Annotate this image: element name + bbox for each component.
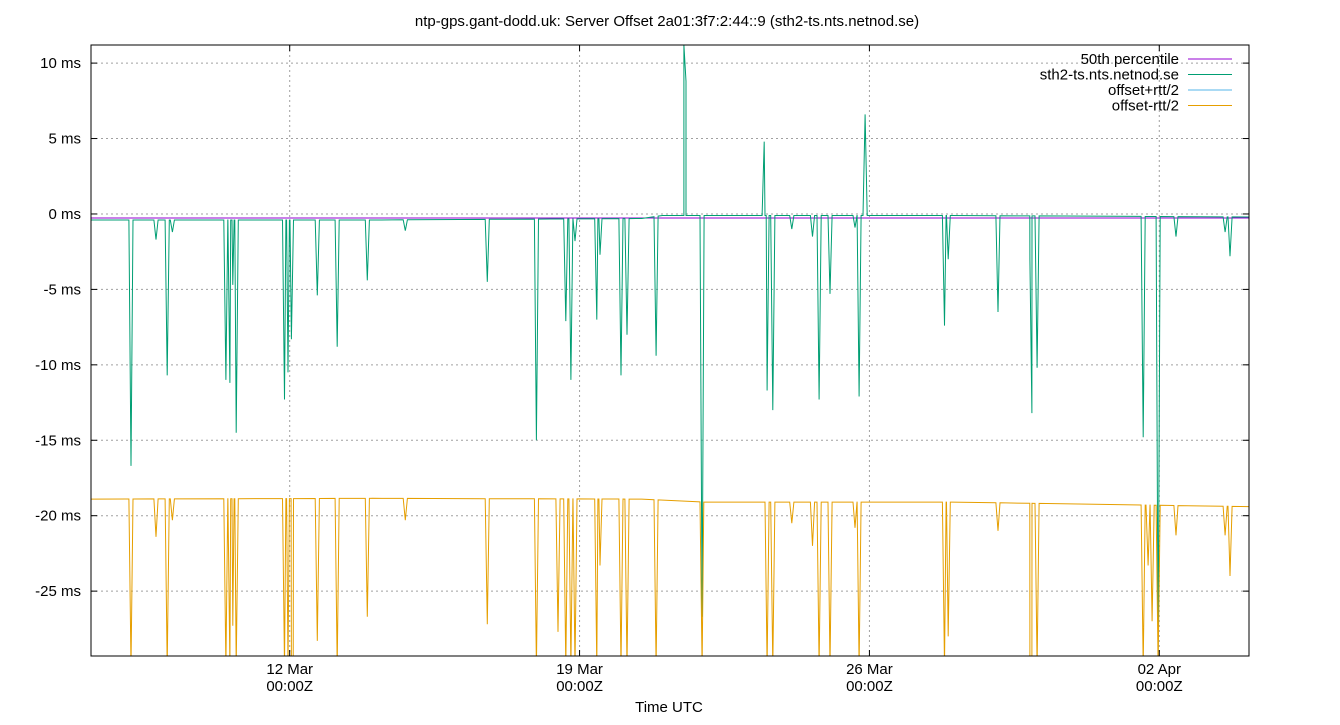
series-line	[91, 497, 1249, 656]
x-tick-sublabel: 00:00Z	[266, 678, 313, 695]
x-tick-label: 02 Apr	[1138, 661, 1181, 678]
grid	[91, 45, 1249, 656]
x-tick-sublabel: 00:00Z	[1136, 678, 1183, 695]
plot-border	[90, 44, 1250, 657]
legend-label: sth2-ts.nts.netnod.se	[1040, 67, 1179, 84]
y-tick-label: 0 ms	[48, 206, 81, 223]
y-tick-label: 10 ms	[40, 55, 81, 72]
y-tick-label: -25 ms	[35, 583, 81, 600]
x-axis-label: Time UTC	[635, 699, 703, 716]
legend: 50th percentilesth2-ts.nts.netnod.seoffs…	[1040, 51, 1232, 115]
x-tick-label: 26 Mar	[846, 661, 893, 678]
legend-label: 50th percentile	[1081, 51, 1179, 68]
y-tick-label: -10 ms	[35, 357, 81, 374]
y-tick-label: 5 ms	[48, 131, 81, 148]
x-tick-sublabel: 00:00Z	[556, 678, 603, 695]
x-tick-sublabel: 00:00Z	[846, 678, 893, 695]
x-tick-label: 12 Mar	[266, 661, 313, 678]
ticks: 10 ms 5 ms 0 ms -5 ms -10 ms -15 ms -20 ms -25 …	[35, 45, 1249, 695]
chart-title: ntp-gps.gant-dodd.uk: Server Offset 2a01…	[415, 13, 919, 30]
legend-label: offset-rtt/2	[1112, 98, 1179, 115]
y-tick-label: -20 ms	[35, 508, 81, 525]
y-tick-label: -15 ms	[35, 432, 81, 449]
series-line	[91, 45, 1249, 652]
x-tick-label: 19 Mar	[556, 661, 603, 678]
legend-label: offset+rtt/2	[1108, 82, 1179, 99]
y-tick-label: -5 ms	[44, 281, 82, 298]
series-group	[91, 45, 1249, 656]
